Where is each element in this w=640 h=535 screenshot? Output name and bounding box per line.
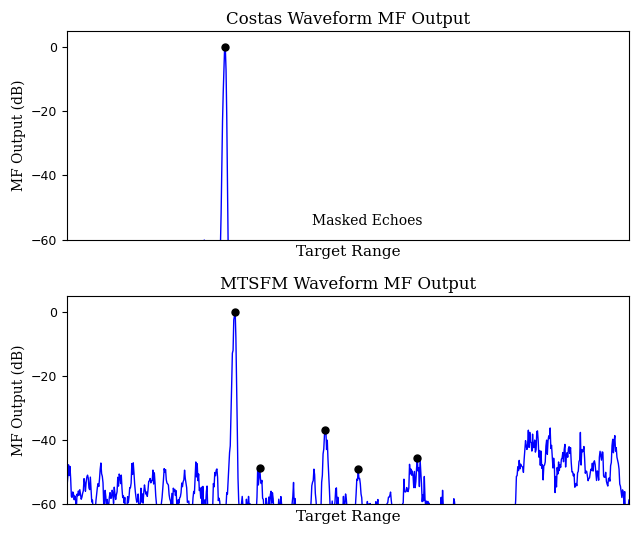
Title: MTSFM Waveform MF Output: MTSFM Waveform MF Output (220, 276, 476, 293)
Text: Masked Echoes: Masked Echoes (312, 214, 422, 228)
X-axis label: Target Range: Target Range (296, 245, 401, 259)
Y-axis label: MF Output (dB): MF Output (dB) (11, 345, 26, 456)
Title: Costas Waveform MF Output: Costas Waveform MF Output (226, 11, 470, 28)
Y-axis label: MF Output (dB): MF Output (dB) (11, 80, 26, 191)
X-axis label: Target Range: Target Range (296, 510, 401, 524)
